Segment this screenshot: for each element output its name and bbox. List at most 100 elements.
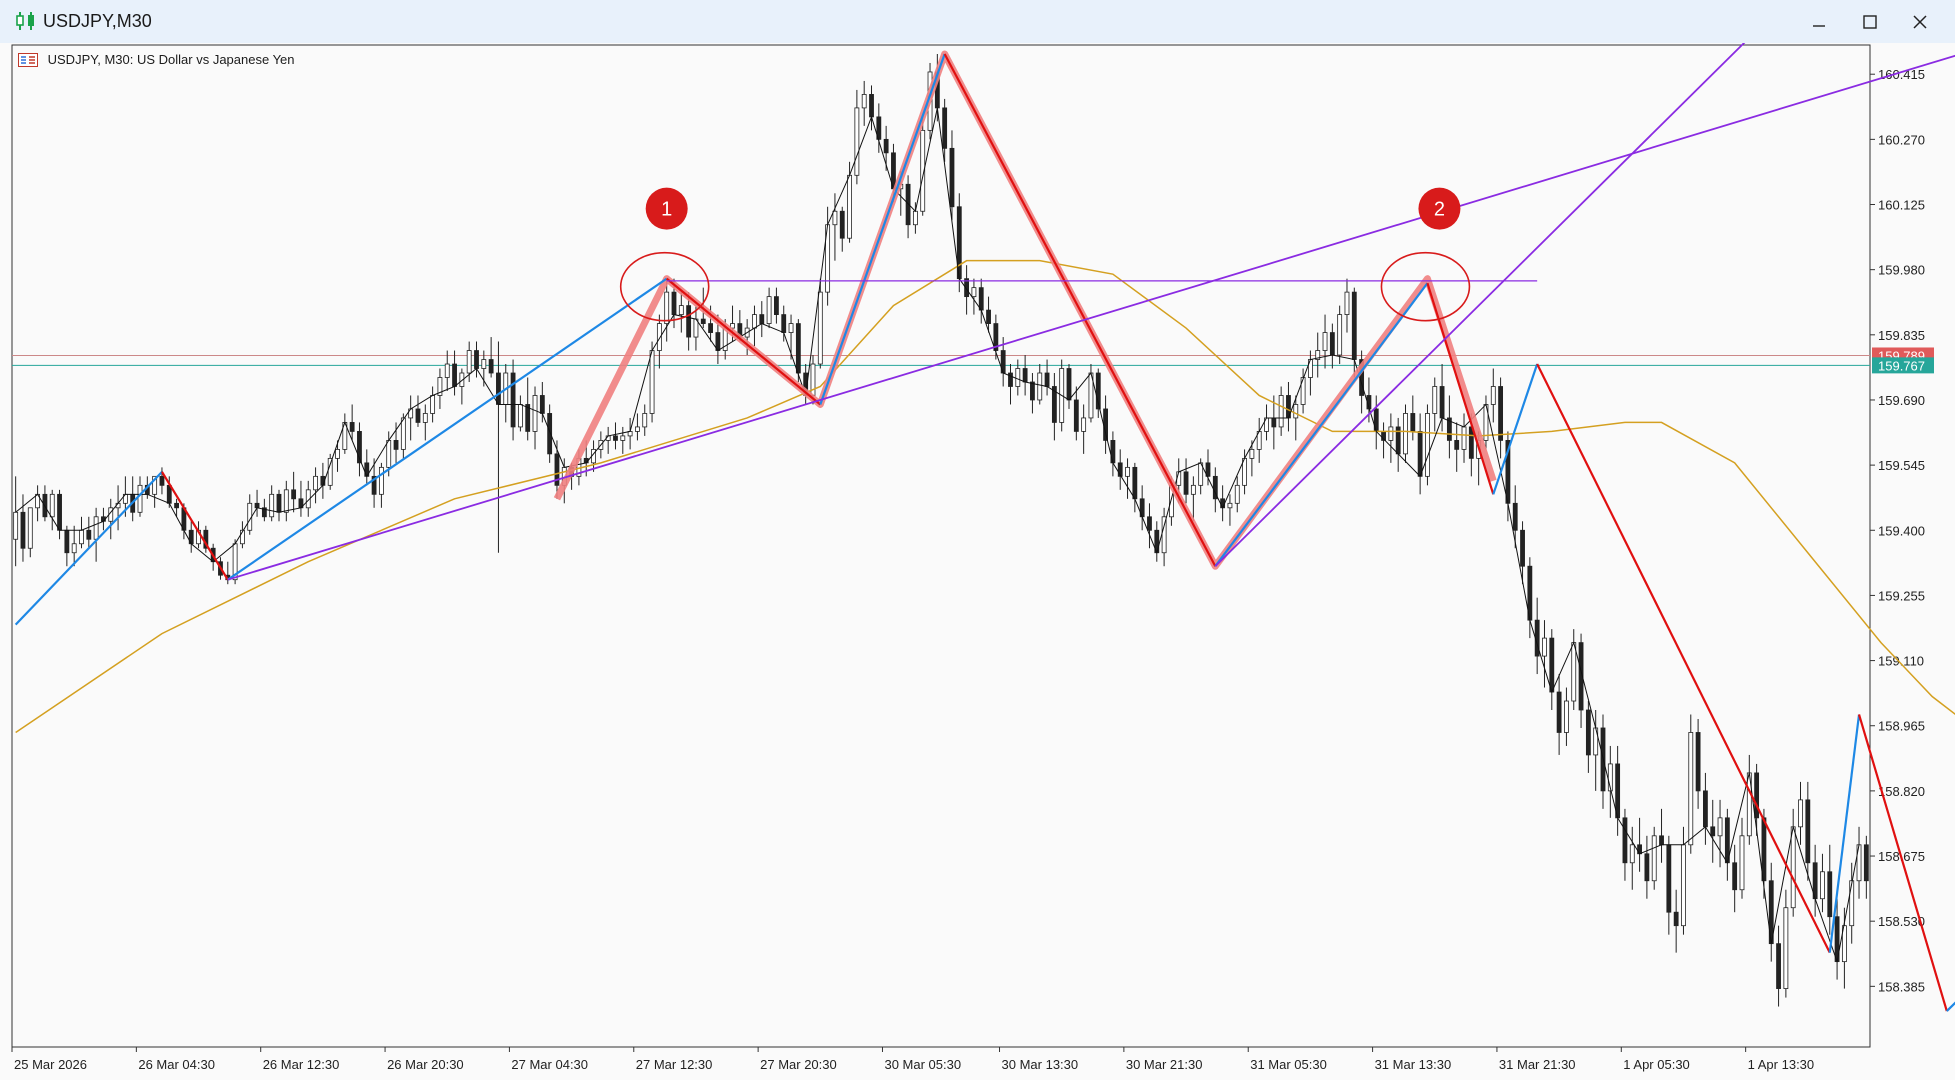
- candle-bull: [422, 413, 428, 423]
- candle-bear: [64, 529, 70, 554]
- candle-bear: [781, 314, 787, 333]
- symbol-info-icon: [18, 52, 38, 67]
- annotation-number: 2: [1434, 199, 1445, 221]
- candle-bear: [174, 502, 179, 509]
- candle-bear: [86, 529, 92, 540]
- candle-bear: [1117, 462, 1123, 477]
- annotation-badge: [645, 187, 688, 230]
- price-tick-label: 158.530: [1878, 914, 1925, 929]
- candle-bull: [335, 448, 340, 459]
- candle-bull: [240, 529, 245, 545]
- time-axis: 25 Mar 2026 26 Mar 04:30 26 Mar 12:30 26 Ma…: [11, 1047, 1814, 1072]
- candle-bear: [964, 278, 970, 298]
- candle-bear: [1446, 417, 1452, 441]
- candle-bull: [649, 350, 655, 414]
- price-tick-label: 158.820: [1878, 784, 1925, 799]
- zigzag-bull-leg: [819, 53, 946, 405]
- zigzag-bull-leg: [227, 277, 668, 581]
- candle-bear: [905, 183, 911, 226]
- close-button[interactable]: [1898, 7, 1942, 37]
- candle-bear: [1556, 691, 1562, 733]
- candle-bear: [1147, 516, 1152, 531]
- minimize-button[interactable]: [1797, 7, 1841, 37]
- candle-bear: [1585, 709, 1591, 756]
- candle-bull: [1461, 426, 1467, 450]
- time-tick-label: 30 Mar 13:30: [1002, 1057, 1079, 1072]
- zigzag-bull-leg: [1492, 363, 1539, 495]
- minimize-icon: [1813, 25, 1825, 27]
- annotation-ellipse: [619, 251, 710, 322]
- candle-bull: [971, 287, 977, 298]
- candle-bull: [1739, 835, 1745, 891]
- candle-bear: [393, 440, 399, 450]
- price-tick-label: 159.690: [1878, 393, 1925, 408]
- candle-bear: [276, 493, 282, 513]
- candle-bull: [437, 377, 443, 396]
- candle-bull: [1403, 413, 1408, 455]
- candle-bear: [1805, 799, 1811, 864]
- candle-bull: [1607, 763, 1613, 792]
- candle-bull: [1344, 291, 1350, 315]
- zigzag-bull-leg: [1828, 714, 1861, 953]
- candle-bull: [1388, 426, 1394, 441]
- plot-area: [11, 44, 1871, 1048]
- candle-bear: [1761, 817, 1767, 882]
- time-tick-label: 31 Mar 13:30: [1375, 1057, 1452, 1072]
- candle-bull: [283, 489, 289, 513]
- chart-window[interactable]: 160.415 160.270 160.125 159.980 159.835 159.6…: [0, 43, 1955, 1080]
- maximize-icon: [1863, 15, 1877, 29]
- candle-bull: [378, 466, 384, 495]
- candle-bull: [481, 359, 487, 369]
- candle-bull: [620, 435, 626, 441]
- candle-bull: [27, 507, 33, 549]
- zigzag-bear-leg: [1857, 714, 1948, 1012]
- candle-bear: [1498, 386, 1504, 441]
- candle-bear: [496, 372, 501, 405]
- candle-bull: [532, 395, 538, 432]
- candle-bear: [686, 305, 692, 338]
- price-axis: 160.415 160.270 160.125 159.980 159.835 159.6…: [1870, 67, 1925, 994]
- candle-bull: [1322, 332, 1328, 351]
- candle-bear: [700, 318, 706, 324]
- candle-bear: [1022, 368, 1028, 383]
- candle-bull: [1081, 417, 1087, 432]
- price-tick-label: 159.255: [1878, 588, 1925, 603]
- candle-bull: [920, 129, 926, 212]
- zigzag-bear-leg: [161, 471, 229, 581]
- candle-bear: [1066, 368, 1072, 401]
- candle-bull: [79, 529, 84, 545]
- candle-bear: [1754, 772, 1760, 819]
- zigzag-bear-leg: [943, 53, 1217, 567]
- candle-bear: [357, 431, 362, 464]
- candle-bear: [1044, 372, 1050, 387]
- candle-bear: [1549, 637, 1555, 693]
- time-tick-label: 25 Mar 2026: [14, 1057, 87, 1072]
- candle-bear: [1732, 862, 1738, 891]
- zigzag-bull-leg: [1946, 1001, 1955, 1012]
- candle-bull: [137, 484, 143, 513]
- candle-bull: [1790, 826, 1796, 909]
- candle-bull: [1278, 395, 1284, 428]
- candle-bull: [1234, 484, 1240, 504]
- candle-bull: [847, 174, 852, 239]
- candle-bull: [152, 475, 158, 495]
- candle-bear: [57, 493, 62, 531]
- candle-bear: [1578, 642, 1584, 711]
- candle-bull: [313, 475, 318, 491]
- candle-bull: [1542, 637, 1547, 657]
- candle-bear: [978, 287, 984, 311]
- candle-bear: [839, 210, 845, 239]
- maximize-button[interactable]: [1848, 7, 1892, 37]
- trendline: [1214, 43, 1746, 567]
- candle-bull: [656, 323, 662, 351]
- candle-bear: [349, 422, 355, 432]
- candle-bear: [883, 138, 889, 154]
- candle-bear: [1132, 466, 1138, 500]
- candle-bull: [1227, 502, 1233, 509]
- price-tick-label: 159.110: [1878, 654, 1924, 669]
- candle-bear: [942, 107, 948, 149]
- price-chart[interactable]: 160.415 160.270 160.125 159.980 159.835 159.6…: [0, 43, 1955, 1080]
- candle-bear: [1220, 498, 1226, 509]
- candle-bear: [1710, 826, 1716, 837]
- candle-bull: [327, 457, 333, 486]
